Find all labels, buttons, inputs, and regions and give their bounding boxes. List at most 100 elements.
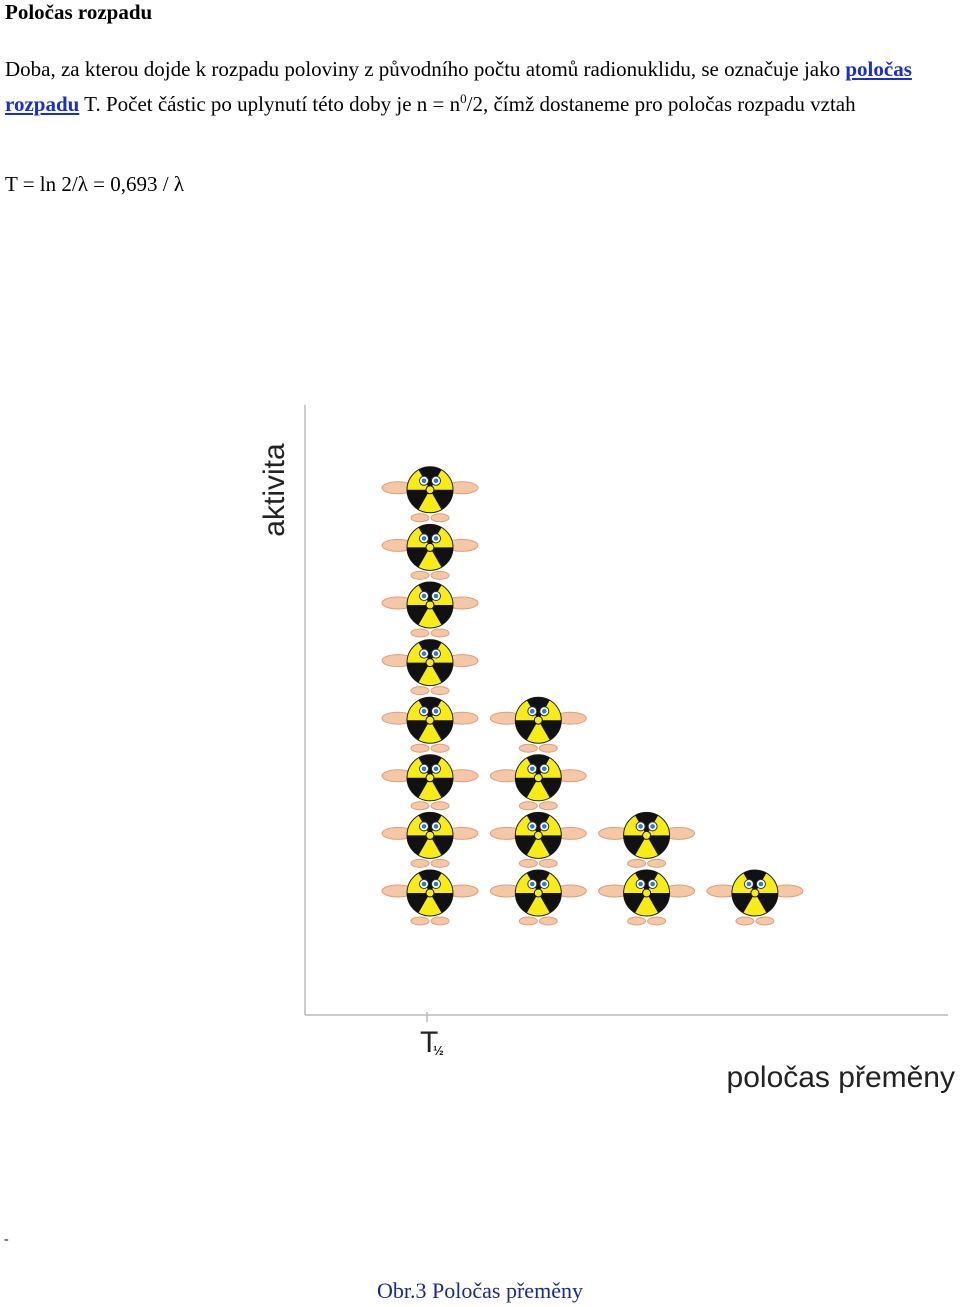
center xyxy=(533,715,543,725)
caption: Obr.3 Poločas přeměny xyxy=(377,1278,583,1303)
sector xyxy=(538,720,562,741)
sector xyxy=(646,893,670,913)
center xyxy=(425,830,435,840)
atom-icon xyxy=(381,466,479,523)
pupil xyxy=(758,881,764,887)
sector xyxy=(407,662,430,683)
sector xyxy=(646,835,670,856)
foot xyxy=(410,916,430,926)
sector xyxy=(430,662,453,683)
foot xyxy=(410,628,430,638)
pupil xyxy=(433,536,439,541)
foot xyxy=(410,858,430,868)
center xyxy=(425,773,435,783)
sector xyxy=(515,893,539,913)
foot xyxy=(410,686,430,696)
center xyxy=(750,888,760,898)
atom-icon xyxy=(489,869,587,926)
foot xyxy=(518,858,538,868)
pupil xyxy=(433,824,439,829)
atom-icon xyxy=(381,523,479,580)
sector xyxy=(430,547,453,568)
sector xyxy=(407,777,430,798)
dash: - xyxy=(4,1232,9,1247)
sector xyxy=(515,777,539,798)
foot xyxy=(430,686,450,696)
pupil xyxy=(421,593,427,599)
sector xyxy=(526,812,550,836)
atom-icon xyxy=(489,696,587,753)
text: /2, čímž dostaneme pro poločas rozpadu v… xyxy=(466,92,856,116)
sector xyxy=(430,720,453,741)
x-tick-subscript: ½ xyxy=(433,1043,444,1058)
pupil xyxy=(542,881,547,887)
foot xyxy=(627,858,647,868)
atom-icon xyxy=(381,639,479,696)
sector xyxy=(731,893,755,913)
foot xyxy=(430,743,450,753)
atom-icon xyxy=(598,811,696,868)
x-label: poločas přeměny xyxy=(727,1061,955,1094)
pupil xyxy=(530,824,535,829)
pupil xyxy=(421,824,427,829)
atom-icon xyxy=(381,754,479,811)
foot xyxy=(430,916,450,926)
atom-icon xyxy=(489,811,587,868)
pupil xyxy=(433,881,439,887)
center xyxy=(642,830,652,840)
sector xyxy=(407,720,430,741)
sector xyxy=(526,697,550,721)
center xyxy=(533,888,543,898)
center xyxy=(425,888,435,898)
sector xyxy=(418,697,442,721)
link[interactable]: poločas rozpadu xyxy=(5,57,912,116)
foot xyxy=(430,801,450,811)
sector xyxy=(430,489,453,510)
foot xyxy=(410,743,430,753)
atom-icon xyxy=(381,869,479,926)
text: Doba, za kterou dojde k rozpadu poloviny… xyxy=(5,57,846,81)
sector xyxy=(538,835,562,856)
foot xyxy=(538,858,558,868)
sector xyxy=(538,893,562,913)
sector xyxy=(430,893,453,913)
center xyxy=(425,658,435,668)
foot xyxy=(538,743,558,753)
pupil xyxy=(530,766,535,772)
foot xyxy=(647,858,667,868)
sector xyxy=(743,870,767,893)
sector xyxy=(407,547,430,568)
foot xyxy=(410,570,430,580)
sector xyxy=(635,870,659,893)
pupil xyxy=(638,824,643,829)
sector xyxy=(430,605,453,625)
foot xyxy=(430,858,450,868)
pupil xyxy=(433,708,439,714)
foot xyxy=(538,801,558,811)
sector xyxy=(430,835,453,856)
center xyxy=(425,542,435,552)
pupil xyxy=(638,881,643,887)
sector xyxy=(526,754,550,778)
foot xyxy=(518,916,538,926)
sector xyxy=(635,812,659,836)
sector xyxy=(538,777,562,798)
pupil xyxy=(421,766,427,772)
sector xyxy=(526,870,550,893)
atom-icon xyxy=(381,581,479,638)
pupil xyxy=(433,478,439,484)
pupil xyxy=(530,708,535,714)
foot xyxy=(538,916,558,926)
center xyxy=(642,888,652,898)
sector xyxy=(515,835,539,856)
center xyxy=(425,715,435,725)
superscript: 0 xyxy=(460,91,467,106)
sector xyxy=(754,893,778,913)
foot xyxy=(410,801,430,811)
pupil xyxy=(542,766,547,772)
sector xyxy=(515,720,539,741)
center xyxy=(533,773,543,783)
atom-icon xyxy=(489,754,587,811)
pupil xyxy=(530,881,535,887)
